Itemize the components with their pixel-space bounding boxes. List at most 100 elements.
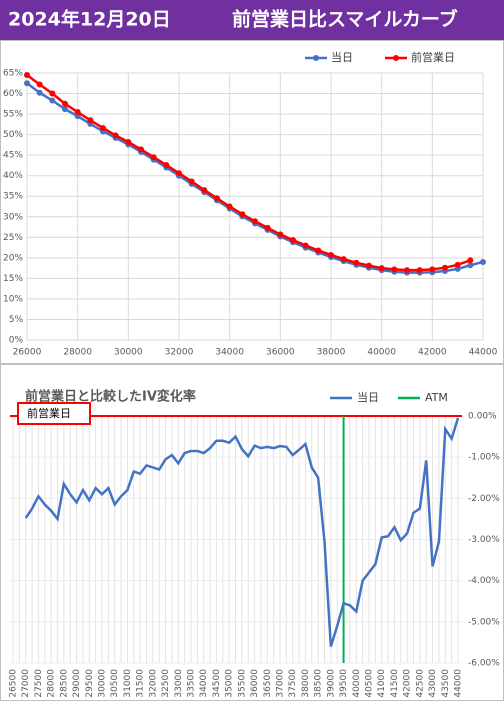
x-tick-label: 42500 — [415, 669, 425, 698]
marker — [176, 170, 182, 177]
legend-label: 前営業日 — [411, 50, 455, 64]
y-tick-label: -2.00% — [468, 494, 500, 504]
legend-marker — [393, 55, 399, 61]
x-tick-label: 32500 — [161, 669, 171, 698]
x-tick-label: 29500 — [85, 669, 95, 698]
marker — [87, 117, 94, 124]
marker — [353, 259, 360, 266]
y-tick-label: -3.00% — [468, 535, 500, 545]
x-tick-label: 26000 — [13, 348, 42, 358]
marker — [252, 218, 258, 225]
x-tick-label: 41000 — [377, 669, 387, 698]
x-tick-label: 36000 — [250, 669, 260, 698]
legend-label: 当日 — [357, 390, 379, 404]
x-tick-label: 38000 — [317, 348, 346, 358]
y-tick-label: 15% — [3, 274, 23, 284]
x-tick-label: 32000 — [148, 669, 158, 698]
marker — [328, 251, 334, 258]
x-tick-label: 43500 — [441, 669, 451, 698]
legend-marker — [313, 55, 319, 61]
x-tick-label: 35000 — [225, 669, 235, 698]
y-tick-label: 45% — [3, 151, 23, 161]
x-tick-label: 35500 — [237, 669, 247, 698]
x-tick-label: 34000 — [215, 348, 244, 358]
series-line — [26, 74, 471, 272]
x-tick-label: 36500 — [263, 669, 273, 698]
marker — [49, 97, 56, 104]
marker — [100, 125, 106, 132]
legend-label: ATM — [425, 391, 448, 404]
marker — [391, 266, 398, 273]
x-tick-label: 26500 — [9, 669, 19, 698]
marker — [290, 237, 296, 244]
header-title: 前営業日比スマイルカーブ — [232, 8, 458, 31]
x-tick-label: 28000 — [63, 348, 92, 358]
x-tick-label: 36000 — [266, 348, 295, 358]
y-tick-label: 0.00% — [468, 412, 497, 422]
x-tick-label: 40000 — [352, 669, 362, 698]
y-tick-label: 60% — [3, 89, 23, 99]
x-tick-label: 41500 — [390, 669, 400, 698]
marker — [201, 187, 208, 194]
x-tick-label: 32000 — [165, 348, 194, 358]
marker — [24, 72, 30, 79]
legend-label: 当日 — [331, 50, 353, 64]
x-tick-label: 37000 — [276, 669, 286, 698]
x-tick-label: 44000 — [454, 669, 464, 698]
y-tick-label: 40% — [3, 171, 23, 181]
x-tick-label: 44000 — [469, 348, 498, 358]
x-tick-label: 39500 — [339, 669, 349, 698]
x-tick-label: 34000 — [199, 669, 209, 698]
y-tick-label: 30% — [3, 212, 23, 222]
x-tick-label: 30000 — [114, 348, 143, 358]
y-tick-label: 65% — [3, 69, 23, 79]
marker — [24, 80, 30, 87]
frame — [0, 40, 504, 701]
y-tick-label: 5% — [9, 315, 24, 325]
x-tick-label: 30000 — [98, 669, 108, 698]
series-line — [26, 82, 484, 274]
marker — [214, 195, 220, 202]
x-tick-label: 31000 — [123, 669, 133, 698]
marker — [442, 264, 448, 271]
marker — [416, 267, 423, 274]
marker — [404, 267, 410, 274]
marker — [480, 258, 486, 265]
marker — [188, 178, 195, 185]
marker — [74, 109, 81, 116]
marker — [74, 113, 81, 120]
marker — [378, 265, 385, 272]
marker — [467, 262, 474, 269]
header-bar — [0, 0, 504, 40]
marker — [62, 106, 68, 113]
marker — [454, 261, 461, 268]
x-tick-label: 38000 — [301, 669, 311, 698]
marker — [302, 242, 309, 249]
marker — [340, 256, 347, 263]
x-tick-label: 42000 — [418, 348, 447, 358]
x-tick-label: 29000 — [72, 669, 82, 698]
y-tick-label: 55% — [3, 110, 23, 120]
series-line — [24, 417, 460, 647]
x-tick-label: 33000 — [174, 669, 184, 698]
x-tick-label: 27000 — [21, 669, 31, 698]
marker — [112, 132, 119, 139]
marker — [36, 89, 43, 96]
y-tick-label: 35% — [3, 192, 23, 202]
y-tick-label: -1.00% — [468, 453, 500, 463]
marker — [366, 262, 372, 269]
marker — [454, 265, 461, 272]
y-tick-label: -5.00% — [468, 617, 500, 627]
chart-title: 前営業日と比較したIV変化率 — [25, 389, 196, 405]
reference-box — [17, 402, 91, 425]
header-date: 2024年12月20日 — [8, 8, 171, 31]
y-tick-label: 50% — [3, 130, 23, 140]
marker — [49, 90, 56, 97]
reference-label: 前営業日 — [27, 406, 71, 420]
x-tick-label: 30500 — [110, 669, 120, 698]
marker — [138, 146, 144, 153]
x-tick-label: 28000 — [47, 669, 57, 698]
marker — [226, 203, 233, 210]
x-tick-label: 33500 — [187, 669, 197, 698]
